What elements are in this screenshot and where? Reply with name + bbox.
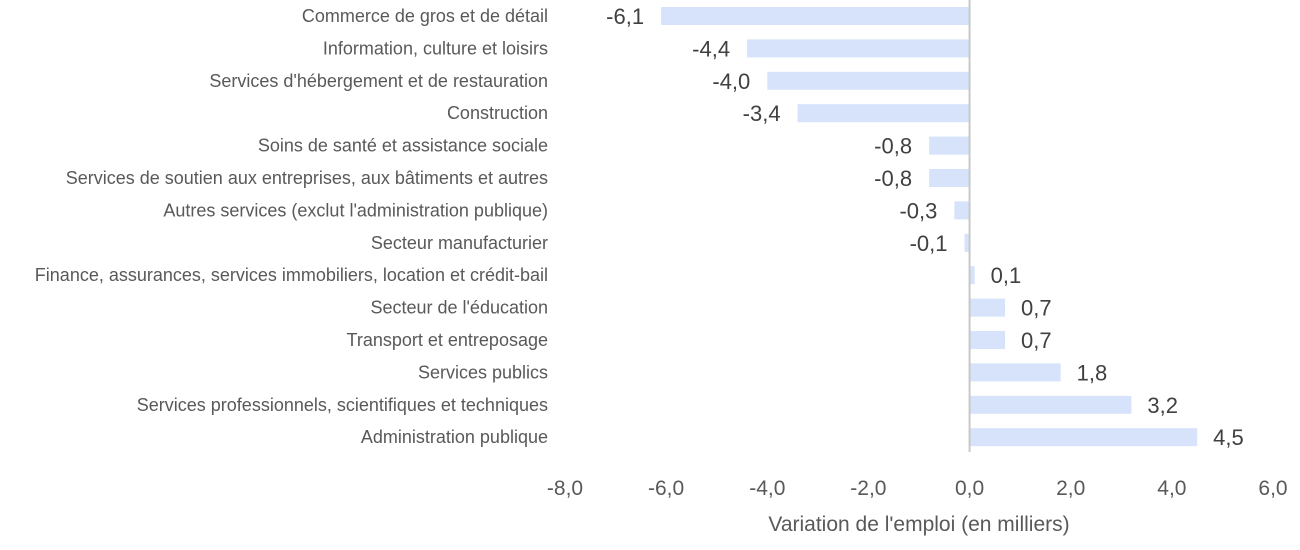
value-label: -4,0	[712, 69, 750, 94]
bar-8	[964, 233, 970, 252]
bar-12	[969, 363, 1061, 382]
x-tick-label: -8,0	[547, 477, 583, 500]
bar-3	[767, 71, 970, 90]
value-label: -0,8	[874, 134, 912, 159]
x-tick-label: -2,0	[850, 477, 886, 500]
category-label: Administration publique	[361, 427, 548, 447]
bar-5	[929, 136, 970, 155]
category-label: Services publics	[418, 362, 548, 382]
value-label: -0,8	[874, 166, 912, 191]
value-label: 0,7	[1021, 296, 1052, 321]
value-label: -4,4	[692, 36, 730, 61]
x-axis-ticks: -8,0 -6,0 -4,0 -2,0 0,0 2,0 4,0 6,0	[547, 477, 1288, 500]
value-label: -6,1	[606, 4, 644, 29]
category-label: Secteur de l'éducation	[370, 298, 548, 318]
bars-group	[661, 7, 1198, 447]
category-label: Soins de santé et assistance sociale	[258, 136, 548, 156]
value-label: 0,7	[1021, 328, 1052, 353]
value-label: -3,4	[743, 101, 781, 126]
category-label: Services de soutien aux entreprises, aux…	[66, 168, 548, 188]
bar-4	[797, 104, 970, 123]
bar-1	[661, 7, 970, 25]
category-label: Commerce de gros et de détail	[302, 6, 548, 26]
category-label: Information, culture et loisirs	[323, 38, 548, 58]
bar-7	[954, 201, 970, 220]
category-label: Autres services (exclut l'administration…	[163, 200, 548, 220]
value-label: 4,5	[1213, 425, 1244, 450]
x-tick-label: 4,0	[1157, 477, 1186, 500]
bar-11	[969, 331, 1005, 349]
category-label: Finance, assurances, services immobilier…	[35, 265, 548, 285]
bar-10	[969, 298, 1005, 317]
x-axis-title: Variation de l'emploi (en milliers)	[768, 513, 1069, 536]
value-label: 1,8	[1077, 360, 1108, 385]
bar-6	[929, 169, 970, 187]
bar-9	[969, 266, 975, 285]
x-tick-label: 0,0	[955, 477, 984, 500]
value-label: 0,1	[991, 263, 1022, 288]
category-label: Services d'hébergement et de restauratio…	[209, 71, 548, 91]
x-tick-label: -6,0	[648, 477, 684, 500]
category-label: Secteur manufacturier	[371, 233, 548, 253]
x-tick-label: -4,0	[749, 477, 785, 500]
x-tick-label: 6,0	[1258, 477, 1287, 500]
value-labels: -6,1 -4,4 -4,0 -3,4 -0,8 -0,8 -0,3 -0,1 0,1 0,7 0,…	[606, 4, 1244, 450]
value-label: 3,2	[1147, 393, 1178, 418]
value-label: -0,1	[910, 231, 948, 256]
category-label: Construction	[447, 103, 548, 123]
category-label: Transport et entreposage	[347, 330, 548, 350]
bar-2	[747, 39, 970, 58]
category-label: Services professionnels, scientifiques e…	[137, 395, 548, 415]
bar-13	[969, 395, 1132, 414]
x-tick-label: 2,0	[1056, 477, 1085, 500]
bar-14	[969, 428, 1198, 447]
category-labels: Commerce de gros et de détail Information…	[35, 6, 548, 447]
value-label: -0,3	[899, 198, 937, 223]
